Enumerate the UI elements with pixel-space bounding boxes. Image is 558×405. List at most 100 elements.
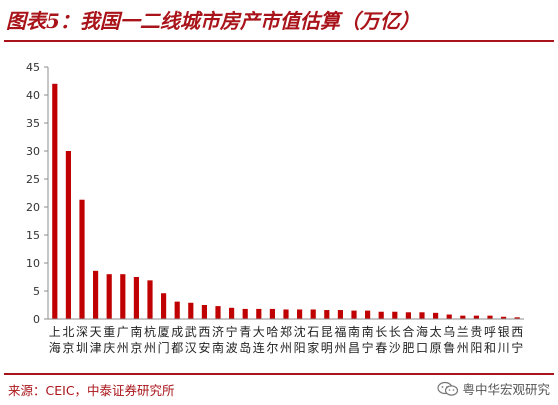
x-tick-label-top: 天 [90,325,102,339]
x-tick-label-top: 合 [402,324,414,339]
chart-title: 图表5：我国一二线城市房产市值估算（万亿） [6,9,420,33]
x-axis: 上海北京深圳天津重庆广州南京杭州厦门成都武汉西安济南宁波青岛大连哈尔郑州沈阳石家… [48,318,524,355]
bar-兰州 [460,315,466,319]
x-tick-label-top: 武 [185,325,197,339]
x-tick-label-bottom: 阳 [470,341,482,355]
bar-成都 [174,301,180,319]
y-tick-label: 25 [26,173,40,186]
x-tick-label-bottom: 昌 [348,341,360,355]
bar-重庆 [106,274,112,319]
bar-广州 [120,274,126,319]
x-tick-label-bottom: 波 [226,341,238,355]
x-tick-label-bottom: 津 [90,341,102,355]
bar-厦门 [161,293,167,319]
y-tick-label: 35 [26,117,40,130]
x-tick-label-top: 哈 [266,325,278,339]
x-tick-label-bottom: 汉 [185,341,197,355]
x-tick-label-top: 宁 [226,324,238,339]
x-tick-label-bottom: 州 [117,341,129,355]
bar-大连 [256,308,262,319]
wechat-icon [437,381,459,396]
y-tick-label: 0 [33,313,40,326]
x-tick-label-top: 大 [253,325,265,339]
y-tick-label: 45 [26,61,40,74]
x-tick-label-top: 乌 [443,324,455,339]
bar-青岛 [242,308,248,319]
x-tick-label-top: 济 [212,324,224,339]
x-tick-label-bottom: 都 [171,341,183,355]
bar-南京 [133,277,139,319]
y-tick-label: 30 [26,145,40,158]
x-tick-label-bottom: 海 [49,340,61,355]
x-tick-label-bottom: 阳 [294,341,306,355]
bar-西宁 [514,317,520,319]
x-tick-label-bottom: 州 [334,341,346,355]
bar-杭州 [147,280,153,319]
bar-武汉 [188,302,194,319]
bar-太原 [433,312,439,319]
bar-沈阳 [297,309,303,319]
watermark-text: 粤中华宏观研究 [462,382,550,397]
x-tick-label-top: 沈 [294,324,306,339]
x-tick-label-bottom: 连 [253,340,265,355]
x-tick-label-top: 北 [62,325,74,339]
x-tick-label-bottom: 和 [484,341,496,355]
x-tick-label-bottom: 沙 [389,341,401,355]
source-note: 来源：CEIC，中泰证券研究所 [8,383,175,398]
bar-银川 [501,316,507,319]
bar-哈尔滨 [269,308,275,319]
x-tick-label-top: 杭 [144,324,156,339]
x-tick-label-top: 成 [171,325,183,339]
x-tick-label-top: 广 [117,325,129,339]
x-tick-label-bottom: 州 [457,341,469,355]
bar-南昌 [351,310,357,319]
bar-长沙 [392,311,398,319]
y-axis: 0 5 10 15 20 25 30 35 40 45 [26,61,49,326]
bar-乌鲁木齐 [446,314,452,319]
bar-上海 [52,83,58,319]
x-tick-label-top: 银 [498,325,510,339]
x-tick-label-bottom: 口 [416,341,428,355]
x-tick-label-bottom: 安 [198,340,210,355]
x-tick-label-top: 上 [49,325,61,339]
bar-天津 [93,270,99,319]
bar-西安 [201,305,207,319]
bar-贵阳 [473,315,479,319]
x-tick-label-bottom: 州 [280,341,292,355]
y-tick-label: 15 [26,229,40,242]
x-tick-label-top: 长 [375,325,387,339]
x-tick-label-bottom: 庆 [103,341,115,355]
bar-合肥 [405,312,411,319]
x-tick-label-bottom: 明 [321,341,333,355]
x-tick-label-bottom: 圳 [76,341,88,355]
x-tick-label-top: 西 [198,325,210,339]
y-tick-label: 40 [26,89,40,102]
title-divider [4,40,554,42]
x-tick-label-top: 南 [130,324,142,339]
x-tick-label-bottom: 门 [158,340,170,355]
x-tick-label-bottom: 川 [498,341,510,355]
x-tick-label-bottom: 肥 [402,341,414,355]
bar-宁波 [229,307,235,319]
bar-济南 [215,306,221,319]
x-tick-label-top: 青 [239,325,251,339]
x-tick-label-bottom: 京 [130,341,142,355]
y-tick-label: 10 [26,257,40,270]
x-tick-label-top: 西 [511,325,523,339]
x-tick-label-bottom: 原 [430,341,442,355]
x-tick-label-top: 南 [348,324,360,339]
bar-呼和浩特 [487,315,493,319]
x-tick-label-top: 太 [430,324,442,339]
bar-郑州 [283,309,289,319]
x-tick-label-bottom: 鲁 [443,341,455,355]
bar-石家庄 [310,309,316,319]
x-tick-label-bottom: 岛 [239,340,251,355]
x-tick-label-top: 福 [334,324,346,339]
bar-福州 [337,310,343,319]
x-tick-label-top: 郑 [280,324,292,339]
y-tick-label: 5 [33,285,40,298]
x-tick-label-top: 南 [362,324,374,339]
bar-南宁 [365,310,371,319]
bar-海口 [419,312,425,319]
